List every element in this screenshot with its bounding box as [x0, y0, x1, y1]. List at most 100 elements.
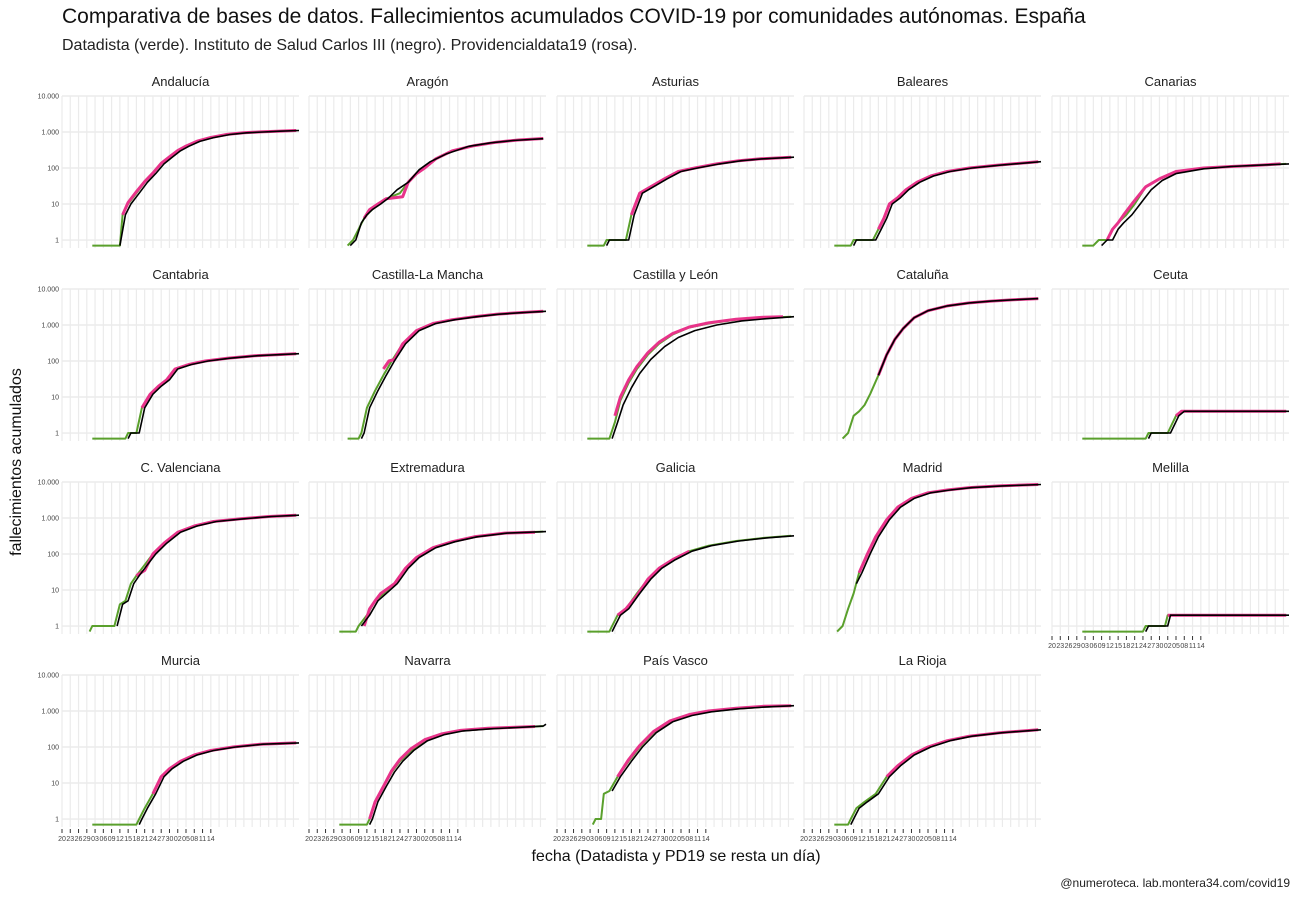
series-isciii-c-valenciana — [116, 514, 300, 627]
x-tick-label: 15 — [1114, 643, 1122, 650]
caption: @numeroteca. lab.montera34.com/covid19 — [1060, 876, 1290, 890]
y-tick-label: 10 — [51, 202, 59, 209]
x-tick-label: 12 — [1106, 643, 1114, 650]
y-tick-label: 10 — [51, 588, 59, 595]
x-tick-label: 18 — [628, 836, 636, 843]
x-tick-label: 02 — [421, 836, 429, 843]
series-pd19-c-valenciana — [135, 513, 297, 577]
x-tick-label: 27 — [157, 836, 165, 843]
x-tick-label: 06 — [346, 836, 354, 843]
x-tick-label: 15 — [619, 836, 627, 843]
x-tick-label: 05 — [429, 836, 437, 843]
series-pd19-cataluna — [877, 297, 1039, 376]
x-tick-label: 03 — [833, 836, 841, 843]
x-tick-label: 18 — [380, 836, 388, 843]
series-pd19-murcia — [151, 741, 297, 795]
x-tick-label: 03 — [586, 836, 594, 843]
y-tick-label: 10 — [51, 395, 59, 402]
panel-extremadura: Extremadura — [308, 460, 547, 634]
x-tick-label: 06 — [99, 836, 107, 843]
y-tick-label: 10 — [51, 781, 59, 788]
x-tick-label: 29 — [1073, 643, 1081, 650]
x-tick-label: 09 — [1098, 643, 1106, 650]
x-tick-label: 02 — [669, 836, 677, 843]
series-pd19-pais-vasco — [616, 704, 792, 778]
x-tick-label: 02 — [916, 836, 924, 843]
panel-title-canarias: Canarias — [1144, 74, 1197, 89]
panel-galicia: Galicia — [556, 460, 795, 634]
panel-andalucia: 1 10 100 1.000 10.000 Andalucía — [38, 74, 300, 248]
panel-title-andalucia: Andalucía — [152, 74, 211, 89]
y-tick-label: 100 — [47, 359, 59, 366]
series-isciii-asturias — [605, 156, 795, 246]
panel-title-la-rioja: La Rioja — [899, 653, 947, 668]
x-tick-label: 20 — [58, 836, 66, 843]
series-isciii-ceuta — [1147, 410, 1289, 439]
panel-cataluna: Cataluña — [803, 267, 1041, 441]
x-tick-label: 06 — [1089, 643, 1097, 650]
panel-title-cantabria: Cantabria — [152, 267, 209, 282]
series-isciii-castilla-y-leon — [611, 315, 795, 439]
x-tick-label: 26 — [1065, 643, 1073, 650]
x-tick-label: 26 — [322, 836, 330, 843]
y-tick-label: 1 — [55, 431, 59, 438]
x-tick-label: 08 — [190, 836, 198, 843]
panel-title-navarra: Navarra — [404, 653, 451, 668]
x-tick-label: 26 — [570, 836, 578, 843]
x-tick-label: 27 — [404, 836, 412, 843]
x-tick-label: 15 — [124, 836, 132, 843]
x-tick-label: 12 — [363, 836, 371, 843]
y-tick-label: 10.000 — [38, 287, 60, 294]
x-tick-label: 15 — [371, 836, 379, 843]
x-tick-label: 21 — [1131, 643, 1139, 650]
panel-title-c-valenciana: C. Valenciana — [141, 460, 222, 475]
x-tick-label: 09 — [108, 836, 116, 843]
panel-baleares: Baleares — [803, 74, 1042, 248]
x-tick-label: 18 — [1123, 643, 1131, 650]
series-pd19-aragon — [362, 137, 544, 220]
x-tick-label: 20 — [800, 836, 808, 843]
chart-subtitle: Datadista (verde). Instituto de Salud Ca… — [62, 37, 638, 54]
x-tick-label: 29 — [83, 836, 91, 843]
x-tick-label: 26 — [75, 836, 83, 843]
series-isciii-canarias — [1101, 163, 1290, 247]
x-tick-label: 03 — [91, 836, 99, 843]
x-tick-label: 29 — [578, 836, 586, 843]
series-isciii-navarra — [368, 723, 547, 825]
x-tick-label: 08 — [932, 836, 940, 843]
panel-title-extremadura: Extremadura — [390, 460, 465, 475]
series-isciii-baleares — [852, 160, 1042, 246]
panel-title-pais-vasco: País Vasco — [643, 653, 708, 668]
x-tick-label: 12 — [116, 836, 124, 843]
x-tick-label: 30 — [1156, 643, 1164, 650]
x-tick-label: 29 — [330, 836, 338, 843]
x-tick-label: 06 — [594, 836, 602, 843]
panel-melilla: Melilla 20 23 26 29 03 06 09 12 15 18 21 24 27 30 02 05 0… — [1048, 460, 1289, 650]
x-tick-label: 12 — [858, 836, 866, 843]
series-isciii-aragon — [349, 137, 544, 247]
x-tick-label: 23 — [561, 836, 569, 843]
panel-castilla-y-leon: Castilla y León — [556, 267, 795, 441]
panel-castilla-la-mancha: Castilla-La Mancha — [308, 267, 547, 441]
y-tick-label: 10.000 — [38, 94, 60, 101]
x-tick-label: 11 — [199, 836, 206, 843]
x-tick-label: 29 — [825, 836, 833, 843]
series-pd19-canarias — [1105, 162, 1281, 241]
x-tick-label: 08 — [437, 836, 445, 843]
x-tick-label: 21 — [636, 836, 644, 843]
x-tick-label: 05 — [182, 836, 190, 843]
x-tick-label: 30 — [661, 836, 669, 843]
x-tick-label: 14 — [207, 836, 215, 843]
x-tick-label: 14 — [949, 836, 957, 843]
x-tick-label: 05 — [677, 836, 685, 843]
panel-title-baleares: Baleares — [897, 74, 949, 89]
panel-la-rioja: La Rioja 20 23 26 29 03 06 09 12 15 18 21 24 27 30 02 05… — [800, 653, 1042, 843]
y-tick-label: 1 — [55, 238, 59, 245]
y-tick-label: 100 — [47, 166, 59, 173]
x-tick-label: 02 — [1164, 643, 1172, 650]
panel-ceuta: Ceuta — [1051, 267, 1289, 441]
y-tick-label: 10.000 — [38, 673, 60, 680]
y-tick-label: 1.000 — [41, 323, 59, 330]
panel-title-castilla-y-leon: Castilla y León — [633, 267, 718, 282]
x-tick-label: 24 — [891, 836, 899, 843]
